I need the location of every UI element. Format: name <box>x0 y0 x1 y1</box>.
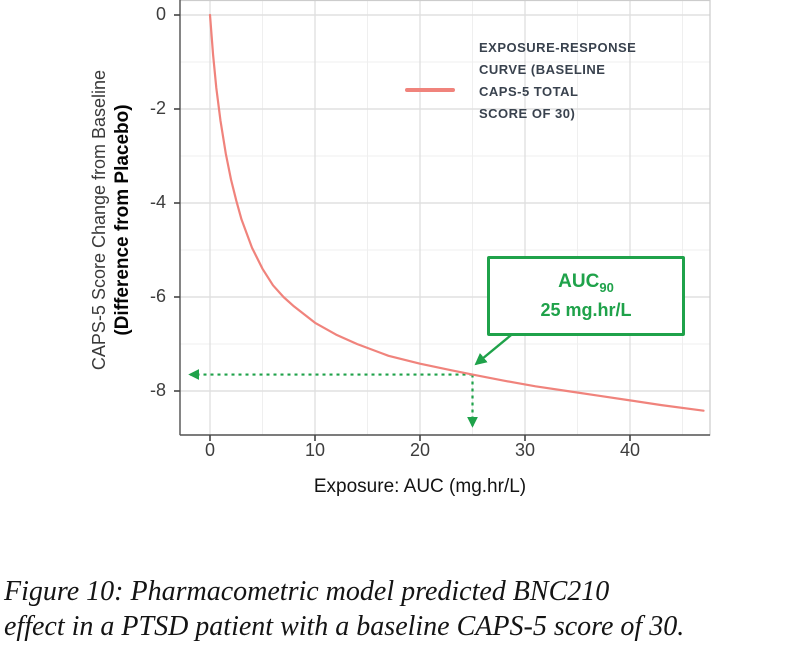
y-tick-label: -8 <box>149 380 166 400</box>
auc90-label: AUC90 <box>558 271 614 295</box>
exposure-response-plot <box>174 0 711 441</box>
legend-text-line: CURVE (BASELINE <box>479 62 606 77</box>
y-axis-label-line1: CAPS-5 Score Change from Baseline <box>89 69 109 371</box>
legend: EXPOSURE-RESPONSE CURVE (BASELINE CAPS-5… <box>479 37 636 125</box>
y-tick-label: -2 <box>149 98 166 118</box>
x-tick-label: 40 <box>619 440 641 460</box>
figure-caption-line1: Figure 10: Pharmacometric model predicte… <box>4 576 610 607</box>
x-tick-label: 30 <box>514 440 536 460</box>
auc90-value: 25 mg.hr/L <box>540 299 632 320</box>
y-tick-label: 0 <box>155 4 166 24</box>
legend-text-line: SCORE OF 30) <box>479 106 576 121</box>
x-tick-label: 0 <box>204 440 215 460</box>
x-tick-label: 10 <box>304 440 326 460</box>
legend-text-line: EXPOSURE-RESPONSE <box>479 40 637 55</box>
y-tick-label: -6 <box>149 286 166 306</box>
y-tick-label: -4 <box>149 192 166 212</box>
auc90-callout-box: AUC90 25 mg.hr/L <box>487 256 685 336</box>
legend-text-line: CAPS-5 TOTAL <box>479 84 579 99</box>
x-axis-label: Exposure: AUC (mg.hr/L) <box>313 476 527 497</box>
y-axis-label-line2: (Difference from Placebo) <box>112 104 133 336</box>
y-axis-label: CAPS-5 Score Change from Baseline (Diffe… <box>88 0 136 440</box>
legend-line-swatch <box>405 88 455 92</box>
figure-caption-line2: effect in a PTSD patient with a baseline… <box>4 611 685 642</box>
figure-caption: Figure 10: Pharmacometric model predicte… <box>4 574 684 644</box>
x-tick-label: 20 <box>409 440 431 460</box>
